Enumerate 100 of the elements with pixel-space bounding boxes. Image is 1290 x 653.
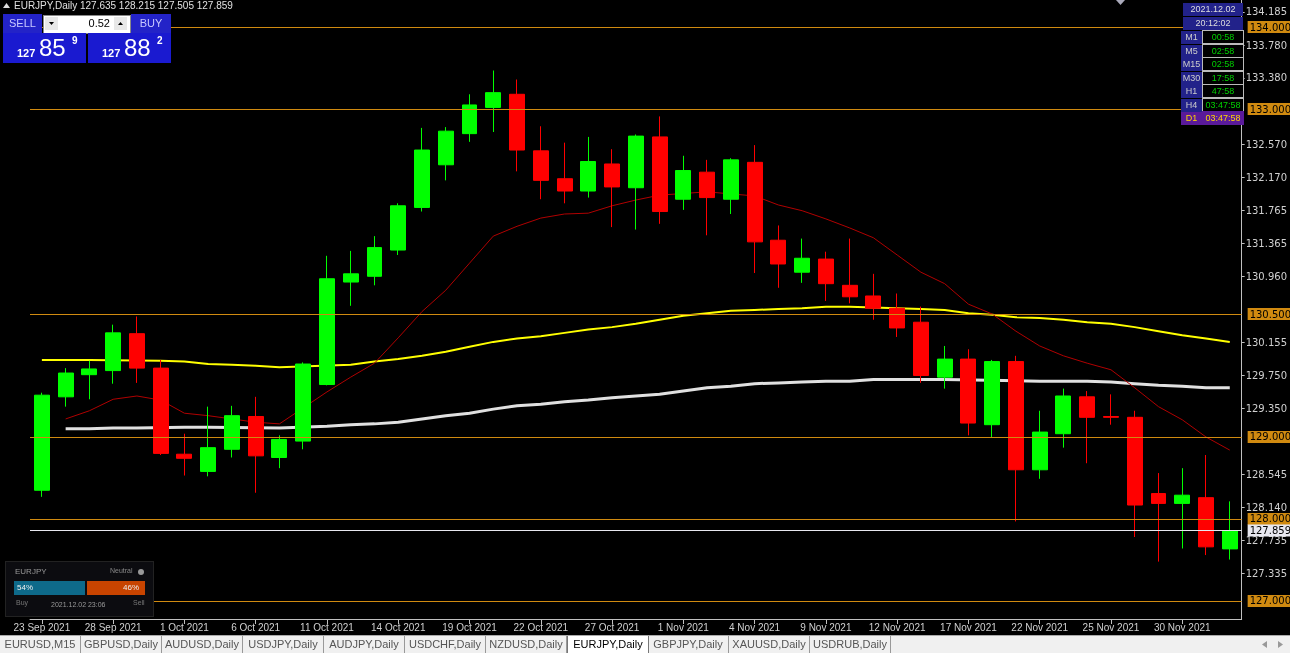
candlestick [462,93,477,143]
y-tick-label: 128.140 [1245,502,1288,513]
candlestick [533,125,549,200]
y-tick-label: 130.960 [1245,270,1288,282]
annotation: M30 [1181,71,1202,85]
annotation: 00:58 [1203,31,1243,43]
annotation: 03:47:58 [1203,98,1243,111]
candlestick [485,70,501,133]
candlestick [271,434,287,469]
annotation: 20:12:02 [1183,17,1243,30]
candlestick [438,126,454,181]
ref-line-label: 133.000 [1249,103,1290,115]
candlestick [343,250,359,307]
x-tick-label: 1 Oct 2021 [159,621,210,633]
candlestick [176,433,192,477]
x-tick-label: 19 Oct 2021 [442,621,498,633]
annotation: 2021.12.02 [1183,3,1243,16]
candlestick [153,359,169,456]
annotation: M15 [1181,58,1202,71]
candlestick [367,235,382,286]
candlestick [1151,472,1166,563]
candlestick [81,360,97,400]
candlestick [509,79,525,172]
annotation: H1 [1181,85,1202,98]
text: USDCHF,Daily [405,636,486,653]
ref-line-label: 127.859 [1249,524,1290,536]
x-tick-label: 1 Nov 2021 [657,621,710,633]
candlestick [319,255,335,386]
candlestick [1198,454,1214,556]
y-tick-label: 128.545 [1245,468,1288,480]
y-tick-label: 130.155 [1245,336,1288,348]
candlestick [984,359,1000,438]
y-tick-label: 133.780 [1245,39,1288,51]
candlestick [390,202,406,256]
x-tick-label: 23 Sep 2021 [13,621,71,633]
x-tick-label: 30 Nov 2021 [1153,621,1212,633]
candlestick [414,127,430,213]
line-series [65,191,1231,451]
line-series [40,305,1231,369]
x-tick-label: 25 Nov 2021 [1082,621,1140,633]
ref-line-label: 134.000 [1249,21,1290,33]
candlestick [105,324,121,385]
text: GBPJPY,Daily [648,636,729,653]
annotation: 127 [102,47,121,59]
text: NZDUSD,Daily [486,636,567,653]
y-tick-label: 132.570 [1245,138,1288,150]
annotation: 127 [17,47,36,59]
annotation: 03:47:58 [1203,112,1243,124]
annotation: 0.52 [87,16,110,31]
candlestick [699,159,715,236]
x-tick-label: 22 Nov 2021 [1011,621,1069,633]
y-tick-label: 129.750 [1245,370,1288,381]
ref-line-label: 127.000 [1249,595,1290,607]
x-tick-label: 9 Nov 2021 [800,621,852,633]
x-tick-label: 27 Oct 2021 [584,621,640,633]
annotation: 02:58 [1203,58,1243,70]
annotation: 54% [17,582,34,594]
y-tick-label: 133.380 [1245,72,1288,84]
candlestick [937,345,953,390]
x-tick-label: 17 Nov 2021 [940,621,998,633]
x-tick-label: 6 Oct 2021 [231,621,281,633]
x-tick-label: 4 Nov 2021 [729,621,781,633]
annotation: D1 [1181,112,1202,125]
candlestick [723,157,739,215]
text: AUDJPY,Daily [324,636,405,653]
ref-line-label: 129.000 [1249,431,1290,443]
annotation: M1 [1181,31,1202,44]
y-tick-label: 127.735 [1245,535,1288,547]
annotation: SELL [3,14,42,33]
annotation: 85 [39,33,66,63]
y-tick-label: 127.335 [1245,568,1288,579]
text: EURUSD,M15 [0,636,81,653]
x-tick-label: 14 Oct 2021 [371,621,426,633]
y-tick-label: 132.170 [1245,171,1288,183]
candlestick [794,238,810,284]
annotation: 17:58 [1203,71,1243,84]
annotation: 2 [157,35,163,46]
y-tick-label: 129.350 [1245,402,1288,414]
candlestick [889,293,905,338]
candlestick [1055,388,1071,449]
candlestick [1032,410,1048,480]
annotation: 9 [72,35,78,46]
candlestick [1127,410,1143,538]
candlestick [1079,390,1095,464]
candlestick [34,392,50,498]
candlestick [224,405,240,458]
annotation: 02:58 [1203,44,1243,57]
x-tick-label: 11 Oct 2021 [300,621,355,633]
candlestick [1008,355,1024,522]
candlestick [557,142,573,204]
text: AUDUSD,Daily [162,636,243,653]
annotation: 46% [123,582,140,594]
candlestick [675,155,691,211]
annotation: 88 [124,33,151,63]
y-tick-label: 131.765 [1245,204,1288,216]
chart-title: EURJPY,Daily 127.635 128.215 127.505 127.859 [14,0,233,12]
candlestick [58,367,74,408]
candlestick [248,396,264,494]
candlestick [913,306,929,384]
candlestick [747,144,763,274]
